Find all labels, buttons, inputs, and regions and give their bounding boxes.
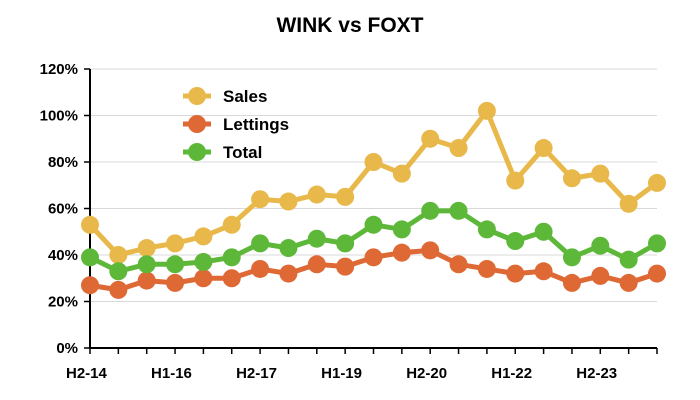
x-tick-label: H2-23 — [576, 365, 617, 382]
data-point — [364, 153, 383, 171]
data-point — [506, 264, 525, 283]
axes: 0% 20% 40% 60% 80% 100% 120% H2-14 H1-16 H2-17 H1-… — [40, 61, 658, 382]
y-tick-label: 100% — [40, 108, 78, 125]
data-point — [137, 239, 156, 258]
x-tick-label: H1-19 — [321, 365, 362, 382]
data-point — [194, 227, 213, 246]
data-point — [109, 262, 128, 281]
data-point — [591, 266, 610, 285]
y-tick-label: 20% — [48, 294, 78, 311]
data-point — [477, 220, 496, 239]
data-point — [251, 190, 270, 209]
data-point — [392, 220, 411, 239]
legend-item: Total — [183, 143, 262, 162]
series-lines — [81, 101, 666, 299]
data-point — [619, 250, 638, 269]
data-point — [307, 185, 326, 204]
data-point — [109, 280, 128, 299]
data-point — [449, 139, 468, 158]
data-point — [166, 255, 185, 274]
y-tick-label: 0% — [56, 340, 78, 357]
x-tick-label: H2-20 — [406, 365, 447, 382]
data-point — [534, 222, 553, 241]
data-point — [562, 273, 581, 292]
data-point — [364, 248, 383, 267]
data-point — [336, 234, 355, 253]
data-point — [562, 169, 581, 188]
data-point — [81, 215, 99, 234]
legend-item: Lettings — [183, 115, 289, 134]
x-tick-label: H1-16 — [151, 365, 192, 382]
x-tick-label: H2-14 — [66, 365, 108, 382]
y-tick-label: 40% — [48, 247, 78, 264]
data-point — [166, 234, 185, 253]
data-point — [251, 259, 270, 278]
legend-label: Sales — [223, 87, 267, 106]
legend-marker — [188, 87, 206, 105]
data-point — [449, 201, 468, 220]
data-point — [336, 187, 355, 206]
data-point — [421, 241, 440, 260]
data-point — [279, 264, 298, 283]
data-point — [648, 173, 666, 192]
data-point — [81, 248, 99, 267]
y-tick-label: 80% — [48, 154, 78, 171]
data-point — [619, 273, 638, 292]
data-point — [194, 269, 213, 288]
data-point — [364, 215, 383, 234]
data-point — [222, 269, 241, 288]
data-point — [562, 248, 581, 267]
data-point — [336, 257, 355, 276]
data-point — [222, 215, 241, 234]
legend-marker — [188, 143, 206, 161]
y-tick-label: 60% — [48, 201, 78, 218]
data-point — [506, 171, 525, 190]
legend-item: Sales — [183, 87, 267, 106]
y-tick-label: 120% — [40, 61, 78, 78]
data-point — [421, 201, 440, 220]
data-point — [648, 234, 666, 253]
data-point — [279, 239, 298, 258]
series-lettings — [81, 241, 666, 299]
chart-title: WINK vs FOXT — [276, 14, 424, 37]
data-point — [222, 248, 241, 267]
data-point — [421, 129, 440, 148]
legend-label: Total — [223, 143, 262, 162]
data-point — [392, 164, 411, 183]
data-point — [619, 194, 638, 213]
data-point — [591, 236, 610, 255]
legend-label: Lettings — [223, 115, 289, 134]
data-point — [506, 232, 525, 251]
series-total — [81, 201, 666, 281]
data-point — [166, 273, 185, 292]
data-point — [251, 234, 270, 253]
data-point — [109, 246, 128, 264]
data-point — [279, 192, 298, 211]
data-point — [534, 262, 553, 281]
data-point — [194, 252, 213, 271]
data-point — [648, 264, 666, 283]
data-point — [534, 139, 553, 158]
data-point — [449, 255, 468, 274]
data-point — [591, 164, 610, 183]
x-tick-label: H1-22 — [491, 365, 532, 382]
data-point — [392, 243, 411, 262]
series-sales — [81, 101, 666, 264]
data-point — [137, 271, 156, 290]
data-point — [307, 229, 326, 248]
data-point — [81, 276, 99, 295]
data-point — [477, 101, 496, 120]
data-point — [477, 259, 496, 278]
data-point — [307, 255, 326, 274]
legend: Sales Lettings Total — [183, 87, 289, 162]
x-tick-label: H2-17 — [236, 365, 277, 382]
data-point — [137, 255, 156, 274]
legend-marker — [188, 115, 206, 133]
